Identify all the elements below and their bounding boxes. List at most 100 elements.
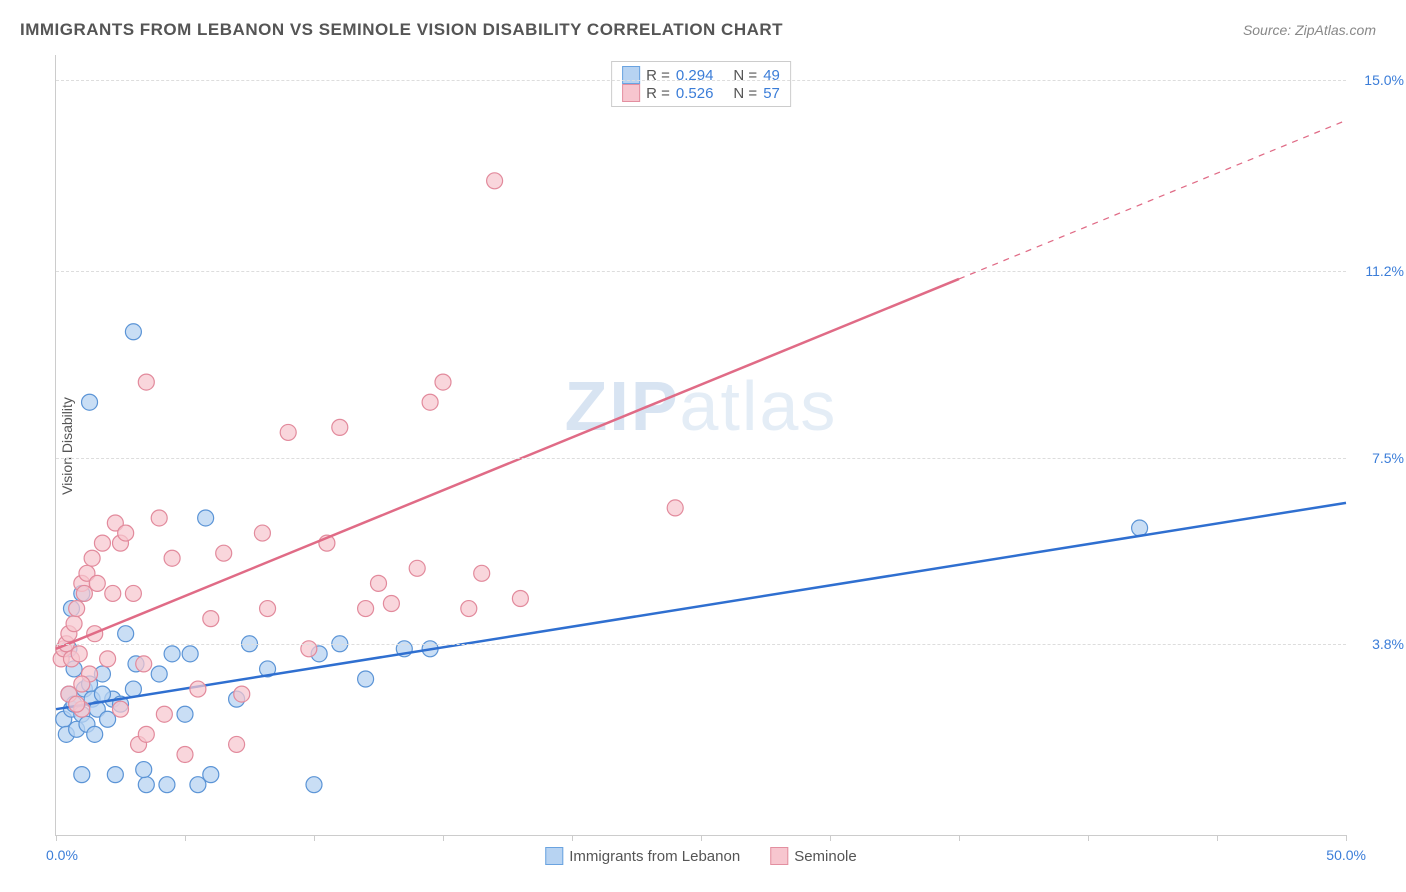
x-tick: [185, 835, 186, 841]
data-point: [84, 550, 100, 566]
data-point: [422, 394, 438, 410]
data-point: [156, 706, 172, 722]
x-axis-max-label: 50.0%: [1326, 847, 1366, 863]
data-point: [118, 626, 134, 642]
data-point: [461, 601, 477, 617]
data-point: [125, 585, 141, 601]
legend-item: Immigrants from Lebanon: [545, 847, 740, 865]
data-point: [164, 550, 180, 566]
data-point: [66, 616, 82, 632]
legend-row: R = 0.526 N = 57: [622, 84, 780, 102]
data-point: [190, 681, 206, 697]
data-point: [138, 726, 154, 742]
x-tick: [443, 835, 444, 841]
data-point: [136, 762, 152, 778]
data-point: [254, 525, 270, 541]
legend-r-label: R =: [646, 85, 670, 102]
data-point: [113, 701, 129, 717]
data-point: [474, 565, 490, 581]
data-point: [216, 545, 232, 561]
data-point: [198, 510, 214, 526]
data-point: [203, 611, 219, 627]
x-axis-min-label: 0.0%: [46, 847, 78, 863]
chart-plot-area: ZIPatlas R =0.294N =49R =0.526N =57 Immi…: [55, 55, 1346, 836]
legend-swatch: [545, 847, 563, 865]
data-point: [1132, 520, 1148, 536]
legend-label: Seminole: [794, 848, 857, 865]
data-point: [667, 500, 683, 516]
data-point: [306, 777, 322, 793]
data-point: [512, 590, 528, 606]
data-point: [74, 767, 90, 783]
data-point: [107, 767, 123, 783]
legend-swatch: [622, 66, 640, 84]
data-point: [69, 696, 85, 712]
data-point: [136, 656, 152, 672]
data-point: [332, 419, 348, 435]
data-point: [118, 525, 134, 541]
legend-n-label: N =: [733, 85, 757, 102]
data-point: [383, 596, 399, 612]
legend-series: Immigrants from Lebanon Seminole: [545, 847, 856, 865]
legend-label: Immigrants from Lebanon: [569, 848, 740, 865]
legend-swatch: [622, 84, 640, 102]
x-tick: [1346, 835, 1347, 841]
data-point: [105, 585, 121, 601]
data-point: [234, 686, 250, 702]
data-point: [280, 424, 296, 440]
x-tick: [701, 835, 702, 841]
data-point: [89, 575, 105, 591]
data-point: [358, 601, 374, 617]
data-point: [260, 601, 276, 617]
data-point: [87, 726, 103, 742]
legend-n-value: 57: [763, 85, 780, 102]
regression-line: [56, 503, 1346, 709]
y-tick-label: 11.2%: [1365, 263, 1404, 279]
x-tick: [830, 835, 831, 841]
data-point: [151, 666, 167, 682]
legend-swatch: [770, 847, 788, 865]
chart-title: IMMIGRANTS FROM LEBANON VS SEMINOLE VISI…: [20, 20, 783, 40]
x-tick: [56, 835, 57, 841]
data-point: [138, 374, 154, 390]
y-tick-label: 15.0%: [1364, 72, 1404, 88]
legend-row: R =0.294N =49: [622, 66, 780, 84]
x-tick: [314, 835, 315, 841]
plot-svg: [56, 55, 1346, 835]
regression-line: [56, 279, 959, 649]
gridline: [56, 271, 1346, 272]
x-tick: [959, 835, 960, 841]
data-point: [159, 777, 175, 793]
data-point: [71, 646, 87, 662]
data-point: [94, 535, 110, 551]
data-point: [100, 651, 116, 667]
data-point: [151, 510, 167, 526]
y-tick-label: 7.5%: [1372, 450, 1404, 466]
data-point: [229, 736, 245, 752]
source-attribution: Source: ZipAtlas.com: [1243, 22, 1376, 38]
data-point: [177, 706, 193, 722]
data-point: [358, 671, 374, 687]
data-point: [182, 646, 198, 662]
x-tick: [572, 835, 573, 841]
data-point: [487, 173, 503, 189]
data-point: [371, 575, 387, 591]
regression-line-dashed: [959, 120, 1346, 279]
data-point: [203, 767, 219, 783]
x-tick: [1088, 835, 1089, 841]
x-tick: [1217, 835, 1218, 841]
legend-correlation: R =0.294N =49R = 0.526 N = 57: [611, 61, 791, 107]
data-point: [164, 646, 180, 662]
data-point: [138, 777, 154, 793]
gridline: [56, 80, 1346, 81]
gridline: [56, 644, 1346, 645]
gridline: [56, 458, 1346, 459]
legend-r-value: 0.526: [676, 85, 714, 102]
data-point: [409, 560, 425, 576]
data-point: [125, 324, 141, 340]
y-tick-label: 3.8%: [1372, 636, 1404, 652]
data-point: [69, 601, 85, 617]
data-point: [435, 374, 451, 390]
data-point: [82, 394, 98, 410]
legend-item: Seminole: [770, 847, 857, 865]
